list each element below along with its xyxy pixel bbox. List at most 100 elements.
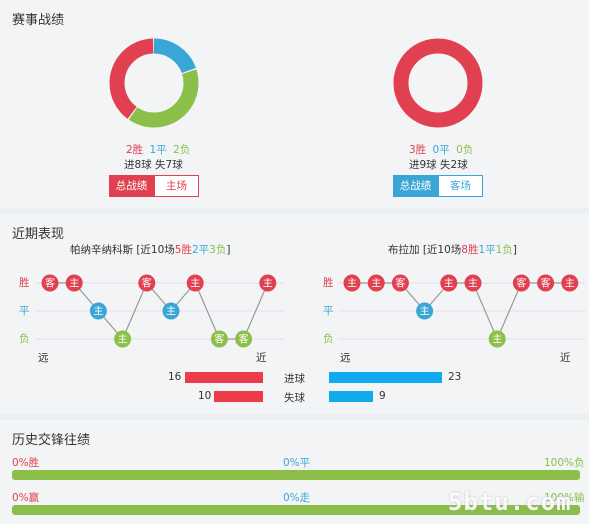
right-near-label: 近 xyxy=(560,352,571,364)
form-point-circle xyxy=(561,274,579,292)
right-far-label: 远 xyxy=(340,352,351,364)
form-match-point[interactable]: 主 xyxy=(114,330,132,348)
left-goals-summary: 进8球 失7球 xyxy=(124,159,183,171)
donut-slice-loss xyxy=(109,38,199,128)
right-tab-overall[interactable]: 总战绩 xyxy=(393,175,438,197)
right-row-label-loss: 负 xyxy=(323,333,334,345)
history-row1-bar xyxy=(12,470,580,480)
form-point-circle xyxy=(162,302,180,320)
form-match-point[interactable]: 主 xyxy=(89,302,107,320)
form-point-venue: 主 xyxy=(69,278,79,290)
left-donut-chart xyxy=(109,38,199,128)
left-record-tabs: 总战绩 主场 xyxy=(109,175,199,197)
form-point-circle xyxy=(235,330,253,348)
history-row2-bar xyxy=(12,505,580,515)
stat-right-value: 9 xyxy=(379,390,386,402)
right-team-draws: 1平 xyxy=(478,244,496,256)
form-point-circle xyxy=(416,302,434,320)
right-draw-count: 0平 xyxy=(432,144,450,156)
stat-left-bar xyxy=(214,391,263,402)
stat-label: 失球 xyxy=(284,392,305,404)
right-win-count: 3胜 xyxy=(409,144,427,156)
form-point-venue: 主 xyxy=(166,306,176,318)
form-point-circle xyxy=(537,274,555,292)
left-team-losses: 3负 xyxy=(209,244,227,256)
form-point-venue: 客 xyxy=(516,277,526,290)
right-team-losses: 1负 xyxy=(495,244,513,256)
form-match-point[interactable]: 客 xyxy=(391,274,409,292)
right-loss-count: 0负 xyxy=(456,144,474,156)
form-match-point[interactable]: 主 xyxy=(440,274,458,292)
left-row-label-draw: 平 xyxy=(19,305,30,317)
left-row-label-loss: 负 xyxy=(19,333,30,345)
form-point-circle xyxy=(391,274,409,292)
donut-slice-win xyxy=(109,38,199,128)
history-panel: 历史交锋往绩 0%胜 0%平 100%负 0%赢 0%走 100%输 5btu.… xyxy=(0,420,589,524)
left-loss-count: 2负 xyxy=(173,144,191,156)
right-tab-away[interactable]: 客场 xyxy=(438,175,483,197)
form-match-point[interactable]: 主 xyxy=(343,274,361,292)
form-match-point[interactable]: 主 xyxy=(367,274,385,292)
form-match-point[interactable]: 客 xyxy=(512,274,530,292)
form-match-point[interactable]: 主 xyxy=(259,274,277,292)
form-point-circle xyxy=(186,274,204,292)
form-match-point[interactable]: 客 xyxy=(41,274,59,292)
left-team-header: 帕纳辛纳科斯 [近10场5胜2平3负] xyxy=(70,242,230,257)
right-team-name: 布拉加 [近10场 xyxy=(388,244,462,256)
stat-left-value: 10 xyxy=(198,390,212,402)
form-point-venue: 客 xyxy=(45,277,55,290)
left-draw-count: 1平 xyxy=(149,144,167,156)
stat-label: 进球 xyxy=(284,373,305,385)
form-point-circle xyxy=(259,274,277,292)
history-title: 历史交锋往绩 xyxy=(12,433,91,448)
left-form-chart: 客主主主客主主客 客主 xyxy=(36,274,284,348)
form-match-point[interactable]: 客 xyxy=(210,330,228,348)
left-row-label-win: 胜 xyxy=(19,277,30,289)
form-match-point[interactable]: 主 xyxy=(416,302,434,320)
form-point-venue: 主 xyxy=(444,278,454,290)
recent-panel: 近期表现 帕纳辛纳科斯 [近10场5胜2平3负] 布拉加 [近10场8胜1平1负… xyxy=(0,214,589,414)
form-match-point[interactable]: 主 xyxy=(186,274,204,292)
form-match-point[interactable]: 主 xyxy=(561,274,579,292)
form-match-point[interactable]: 主 xyxy=(65,274,83,292)
form-line xyxy=(352,282,570,341)
form-point-venue: 主 xyxy=(492,334,502,346)
donut-slice-win xyxy=(393,38,483,128)
form-match-point[interactable]: 主 xyxy=(488,330,506,348)
form-point-venue: 主 xyxy=(468,278,478,290)
left-team-draws: 2平 xyxy=(191,244,210,256)
form-match-point[interactable]: 主 xyxy=(162,302,180,320)
form-match-point[interactable]: 客 xyxy=(235,330,253,348)
form-point-circle xyxy=(114,330,132,348)
right-record-tabs: 总战绩 客场 xyxy=(393,175,483,197)
right-team-header: 布拉加 [近10场8胜1平1负] xyxy=(388,242,517,257)
left-tab-home[interactable]: 主场 xyxy=(154,175,199,197)
right-form-chart: 主主客主主 主主客客主 xyxy=(338,274,586,348)
form-point-circle xyxy=(138,274,156,292)
form-match-point[interactable]: 客 xyxy=(138,274,156,292)
stat-right-value: 23 xyxy=(448,371,462,383)
form-match-point[interactable]: 客 xyxy=(537,274,555,292)
form-point-venue: 主 xyxy=(420,306,430,318)
form-point-venue: 主 xyxy=(565,278,575,290)
form-point-circle xyxy=(65,274,83,292)
form-point-circle xyxy=(464,274,482,292)
form-point-circle xyxy=(343,274,361,292)
right-goals-summary: 进9球 失2球 xyxy=(409,159,468,171)
form-match-point[interactable]: 主 xyxy=(464,274,482,292)
form-point-venue: 客 xyxy=(214,333,224,346)
form-line xyxy=(50,281,269,341)
right-team-bracket: ] xyxy=(512,244,517,256)
form-point-venue: 客 xyxy=(541,277,551,290)
donut-slice-draw xyxy=(109,38,199,128)
history-row2-mid: 0%走 xyxy=(283,492,311,504)
left-team-wins: 5胜 xyxy=(174,244,192,256)
history-row1-right: 100%负 xyxy=(544,457,585,469)
stat-right-bar xyxy=(329,372,442,383)
form-point-circle xyxy=(41,274,59,292)
form-point-venue: 主 xyxy=(190,278,200,290)
stat-left-bar xyxy=(185,372,263,383)
form-point-venue: 主 xyxy=(347,278,357,290)
form-point-venue: 主 xyxy=(371,278,381,290)
left-tab-overall[interactable]: 总战绩 xyxy=(109,175,154,197)
